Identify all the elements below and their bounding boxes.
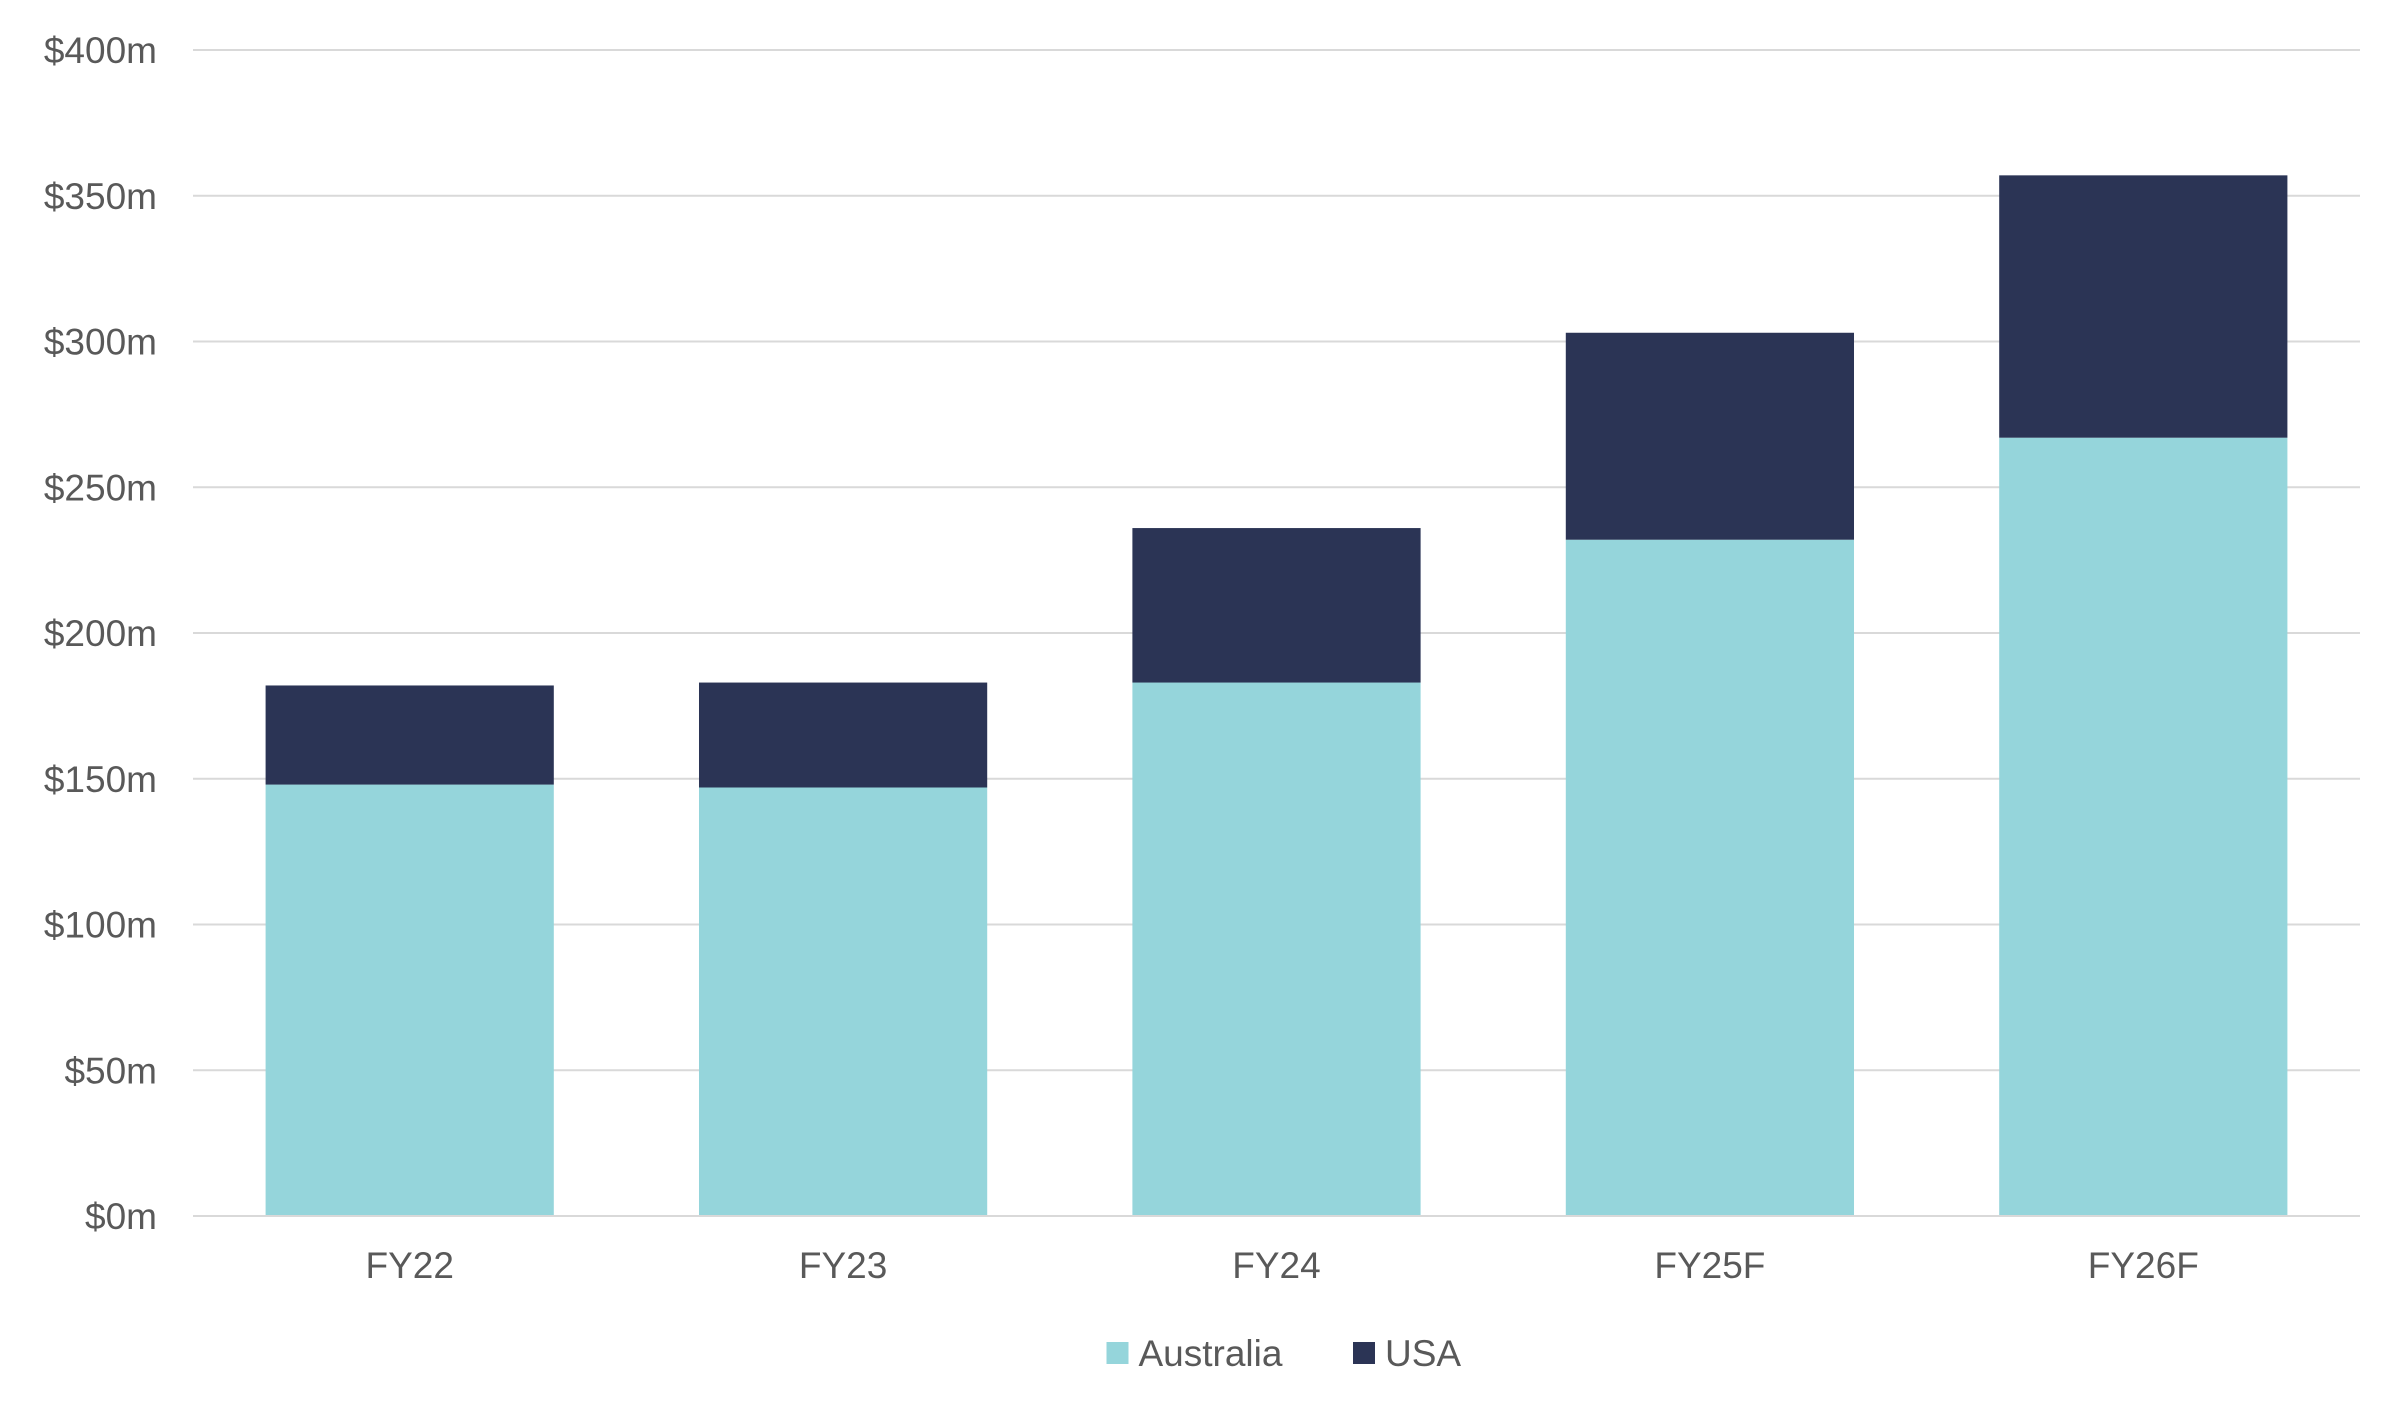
bar-australia-fy25f [1565,539,1855,1216]
bar-usa-fy25f [1565,332,1855,540]
bar-australia-fy26f [1999,437,2288,1216]
bar-usa-fy22 [265,685,554,785]
bars [265,175,2288,1216]
y-tick-label: $150m [44,759,157,800]
x-tick-label: FY24 [1232,1245,1320,1286]
y-tick-label: $100m [44,905,157,946]
y-tick-label: $50m [64,1050,157,1091]
y-tick-label: $300m [44,322,157,363]
bar-usa-fy23 [698,682,988,788]
y-tick-label: $200m [44,613,157,654]
x-tick-label: FY22 [365,1245,453,1286]
x-tick-label: FY25F [1654,1245,1765,1286]
y-tick-label: $0m [85,1196,157,1237]
bar-australia-fy24 [1132,682,1421,1216]
y-axis-ticks: $0m $50m $100m $150m $200m $250m $300m $350m $40… [44,30,157,1237]
legend: Australia USA [1106,1333,1461,1374]
x-tick-label: FY26F [2088,1245,2199,1286]
legend-swatch-usa [1353,1342,1375,1364]
bar-usa-fy26f [1999,175,2288,438]
bar-usa-fy24 [1132,528,1421,683]
y-tick-label: $350m [44,176,157,217]
x-axis-ticks: FY22 FY23 FY24 FY25F FY26F [365,1245,2198,1286]
legend-swatch-australia [1106,1342,1129,1364]
legend-label-australia: Australia [1139,1333,1283,1374]
x-tick-label: FY23 [799,1245,887,1286]
bar-australia-fy23 [698,787,988,1216]
y-tick-label: $250m [44,467,157,508]
bar-australia-fy22 [265,784,554,1216]
y-tick-label: $400m [44,30,157,71]
legend-label-usa: USA [1385,1333,1461,1374]
